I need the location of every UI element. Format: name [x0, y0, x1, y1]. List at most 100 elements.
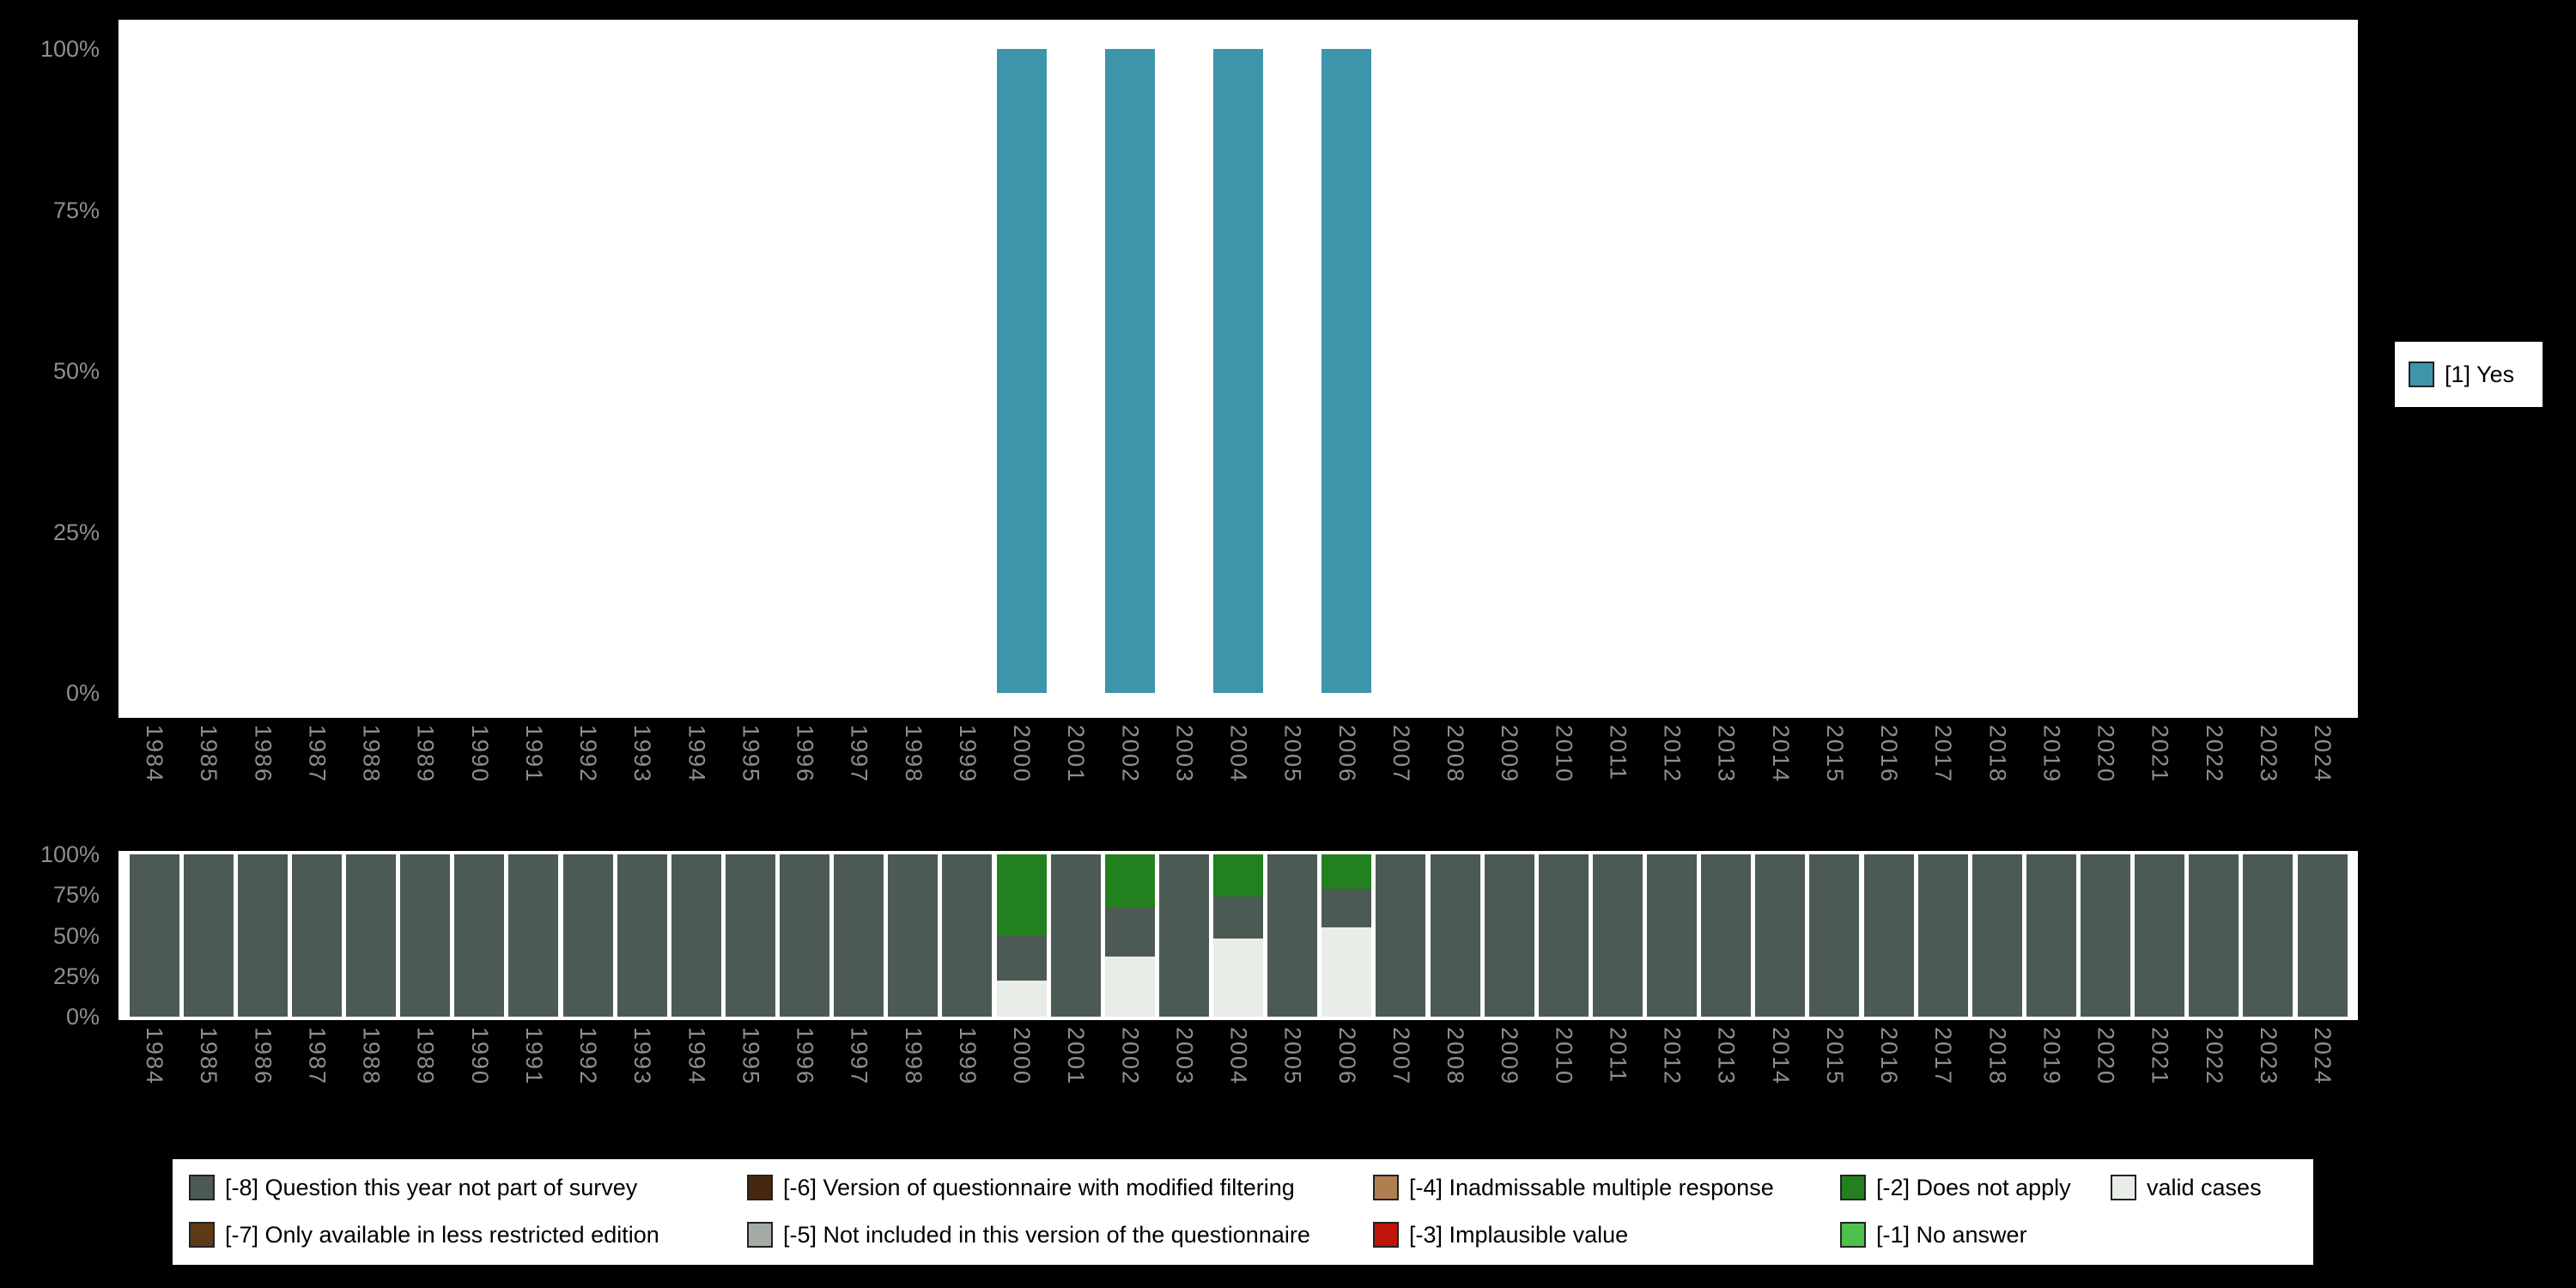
segment-2006---8-Question-this-year-not-part-of-survey [1321, 888, 1372, 928]
segment-2009---8-Question-this-year-not-part-of-survey [1484, 854, 1534, 1017]
year-slot-2000 [994, 854, 1048, 1017]
x-tick-label-1998: 1998 [900, 1027, 927, 1086]
year-slot-2018 [1970, 49, 2024, 693]
segment-1994---8-Question-this-year-not-part-of-survey [671, 854, 721, 1017]
year-slot-2019 [2024, 854, 2078, 1017]
x-slot-2010: 2010 [1536, 1027, 1590, 1126]
x-slot-2000: 2000 [994, 725, 1048, 823]
x-tick-label-2019: 2019 [2038, 1027, 2065, 1086]
missing-chart-x-axis: 1984 1985 1986 1987 1988 1989 1990 1991 1992 1993… [127, 1027, 2349, 1126]
x-slot-1990: 1990 [453, 725, 507, 823]
top-chart-x-axis: 1984 1985 1986 1987 1988 1989 1990 1991 1992 1993… [127, 725, 2349, 823]
year-slot-1987 [289, 49, 343, 693]
stacked-bar-2003 [1158, 854, 1209, 1017]
year-slot-2012 [1645, 49, 1699, 693]
segment-1993---8-Question-this-year-not-part-of-survey [617, 854, 667, 1017]
legend-swatch-yes [2409, 361, 2434, 387]
x-tick-label-2020: 2020 [2093, 725, 2119, 784]
x-tick-label-1994: 1994 [683, 725, 710, 784]
x-slot-1998: 1998 [886, 725, 940, 823]
missing-chart-y-axis: 0% 25% 50% 75% 100% [0, 841, 106, 1030]
x-tick-label-1999: 1999 [954, 725, 981, 784]
year-slot-2003 [1157, 49, 1211, 693]
legend-item: [-7] Only available in less restricted e… [189, 1221, 659, 1249]
x-tick-label-2005: 2005 [1279, 1027, 1306, 1086]
x-tick-label-1985: 1985 [196, 1027, 222, 1086]
x-tick-label-1985: 1985 [196, 725, 222, 784]
segment-1986---8-Question-this-year-not-part-of-survey [237, 854, 288, 1017]
legend-label: [-3] Implausible value [1409, 1221, 1629, 1248]
segment-2012---8-Question-this-year-not-part-of-survey [1647, 854, 1698, 1017]
x-tick-label-2015: 2015 [1821, 1027, 1848, 1086]
x-slot-2020: 2020 [2079, 1027, 2133, 1126]
x-tick-label-2022: 2022 [2201, 1027, 2227, 1086]
year-slot-1987 [289, 854, 343, 1017]
x-tick-label-2018: 2018 [1984, 725, 2011, 784]
year-slot-2010 [1536, 49, 1590, 693]
legend-item: [-2] Does not apply [1840, 1174, 2071, 1201]
segment-2014---8-Question-this-year-not-part-of-survey [1755, 854, 1806, 1017]
x-slot-2022: 2022 [2187, 725, 2241, 823]
x-slot-2019: 2019 [2024, 725, 2078, 823]
year-slot-2020 [2079, 49, 2133, 693]
year-slot-1990 [453, 49, 507, 693]
legend-swatch [1373, 1175, 1399, 1200]
x-slot-1999: 1999 [940, 1027, 994, 1126]
x-slot-2003: 2003 [1157, 1027, 1211, 1126]
x-tick-label-1990: 1990 [466, 725, 493, 784]
legend-label: [-6] Version of questionnaire with modif… [783, 1174, 1295, 1200]
year-slot-2005 [1266, 49, 1320, 693]
stacked-bar-1998 [888, 854, 939, 1017]
segment-2002---2-Does-not-apply [1104, 854, 1155, 908]
year-slot-1998 [886, 49, 940, 693]
x-tick-label-2012: 2012 [1659, 1027, 1686, 1086]
x-tick-label-1997: 1997 [846, 725, 872, 784]
x-slot-2018: 2018 [1970, 1027, 2024, 1126]
segment-1987---8-Question-this-year-not-part-of-survey [291, 854, 342, 1017]
legend-swatch [1840, 1222, 1866, 1248]
segment-2022---8-Question-this-year-not-part-of-survey [2189, 854, 2239, 1017]
legend-item: [-3] Implausible value [1373, 1221, 1628, 1249]
year-slot-2023 [2241, 49, 2295, 693]
year-slot-2011 [1590, 49, 1644, 693]
x-slot-1994: 1994 [669, 1027, 723, 1126]
segment-2011---8-Question-this-year-not-part-of-survey [1592, 854, 1643, 1017]
legend-swatch [1373, 1222, 1399, 1248]
year-slot-2000 [994, 49, 1048, 693]
year-slot-2019 [2024, 49, 2078, 693]
x-slot-2014: 2014 [1753, 725, 1807, 823]
stacked-bar-2009 [1484, 854, 1534, 1017]
bar-2006 [1321, 49, 1372, 693]
stacked-bar-1994 [671, 854, 721, 1017]
x-tick-label-1987: 1987 [304, 725, 331, 784]
x-slot-2003: 2003 [1157, 725, 1211, 823]
year-slot-1995 [723, 854, 777, 1017]
segment-1991---8-Question-this-year-not-part-of-survey [508, 854, 559, 1017]
x-tick-label-2009: 2009 [1497, 725, 1523, 784]
y-tick-label-75%: 75% [52, 197, 100, 223]
segment-2018---8-Question-this-year-not-part-of-survey [1971, 854, 2022, 1017]
x-tick-label-2015: 2015 [1821, 725, 1848, 784]
x-tick-label-2022: 2022 [2201, 725, 2227, 784]
stacked-bar-1993 [617, 854, 667, 1017]
x-tick-label-1994: 1994 [683, 1027, 710, 1086]
segment-2000---2-Does-not-apply [996, 854, 1047, 936]
stacked-bar-2008 [1430, 854, 1480, 1017]
x-tick-label-1984: 1984 [142, 1027, 168, 1086]
x-tick-label-1988: 1988 [358, 725, 385, 784]
year-slot-2009 [1482, 49, 1536, 693]
x-tick-label-2017: 2017 [1930, 725, 1957, 784]
presence-chart-legend: [1] Yes [2395, 342, 2543, 407]
x-tick-label-2013: 2013 [1713, 1027, 1740, 1086]
x-slot-2018: 2018 [1970, 725, 2024, 823]
stacked-bar-2014 [1755, 854, 1806, 1017]
legend-item: [-8] Question this year not part of surv… [189, 1174, 637, 1201]
segment-2003---8-Question-this-year-not-part-of-survey [1158, 854, 1209, 1017]
stacked-bar-2007 [1376, 854, 1426, 1017]
x-slot-1984: 1984 [127, 725, 181, 823]
segment-1998---8-Question-this-year-not-part-of-survey [888, 854, 939, 1017]
bar-2000 [996, 49, 1047, 693]
x-slot-2019: 2019 [2024, 1027, 2078, 1126]
stacked-bar-2019 [2026, 854, 2076, 1017]
